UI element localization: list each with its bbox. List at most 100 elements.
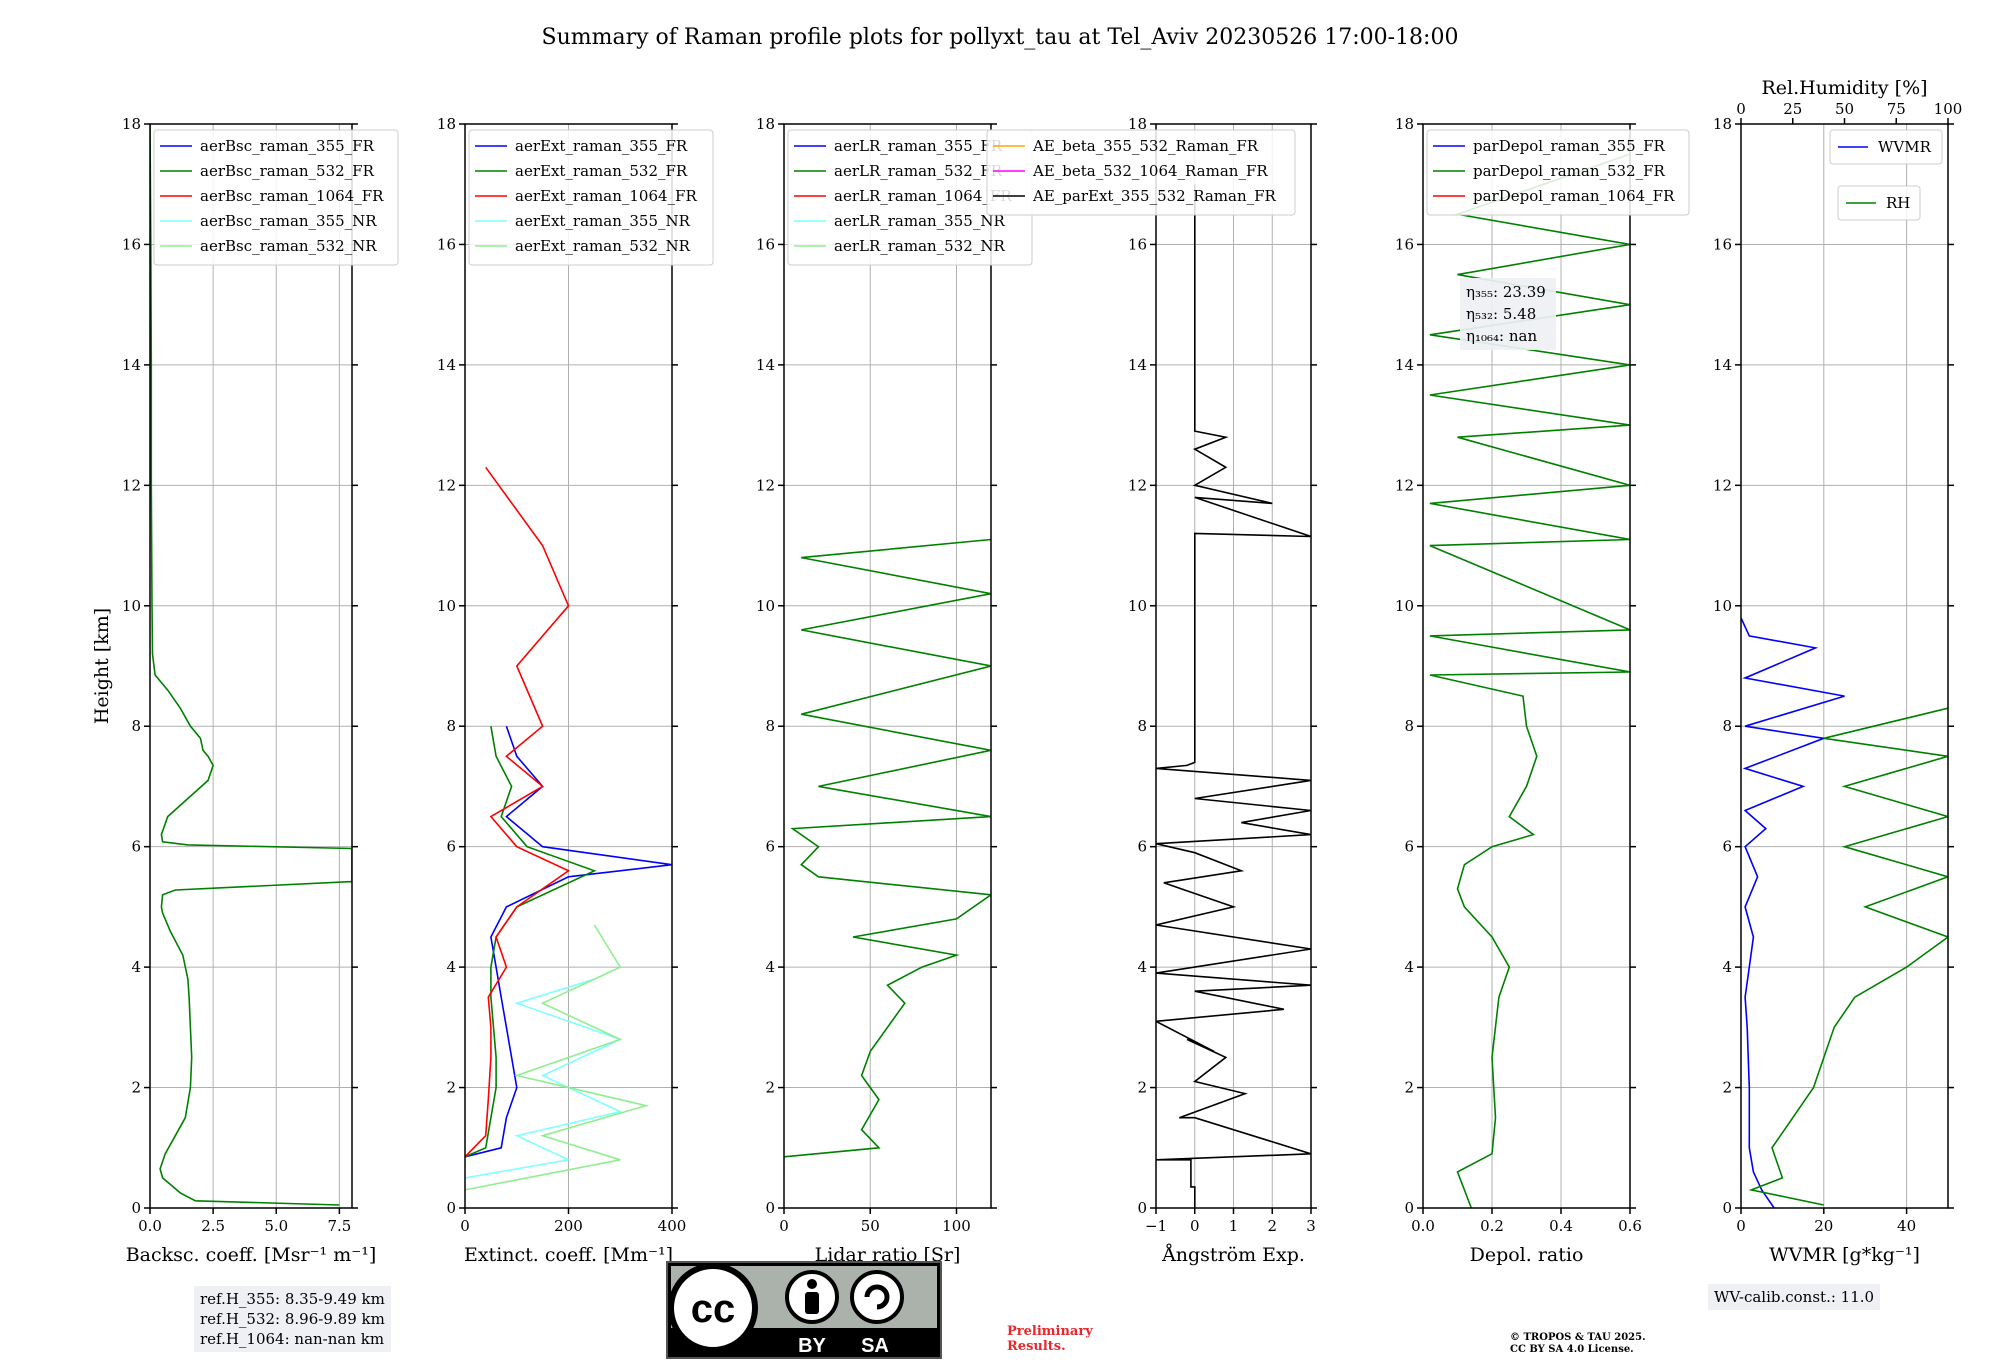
y-tick-label: 18 [756, 115, 775, 133]
series-line-5 [465, 924, 650, 1191]
legend-frame [986, 129, 1296, 216]
panel-5: 0 2 4 6 8 10 12 14 16 18 0.0 0.2 0.4 0.6 Depol. ratio p… [1395, 115, 1690, 1266]
y-tick-label: 4 [765, 958, 775, 976]
preliminary-note: Preliminary Results. [1007, 1324, 1093, 1354]
x-tick-label: 0.0 [138, 1217, 162, 1235]
legend-label: aerExt_raman_1064_FR [515, 187, 697, 205]
legend-label: aerExt_raman_355_NR [515, 212, 691, 230]
y-tick-label: 0 [446, 1199, 456, 1217]
y-tick-label: 0 [131, 1199, 141, 1217]
y-tick-label: 16 [756, 235, 775, 253]
y-tick-label: 10 [122, 597, 141, 615]
legend-label: aerBsc_raman_1064_FR [200, 187, 384, 205]
sa-arrow-icon [864, 1284, 890, 1310]
series-line-1 [1741, 617, 1845, 1208]
legend-frame [1829, 129, 1943, 165]
y-tick-label: 18 [437, 115, 456, 133]
x-tick-label: 0.6 [1618, 1217, 1642, 1235]
legend-label: AE_parExt_355_532_Raman_FR [1032, 187, 1277, 205]
y-tick-label: 16 [1713, 235, 1732, 253]
y-tick-label: 16 [437, 235, 456, 253]
eta-annotation: η₁₀₆₄: nan [1466, 327, 1537, 345]
series-line-2 [465, 726, 597, 1158]
top-x-tick-label: 50 [1835, 100, 1854, 118]
series-line-4 [465, 978, 623, 1179]
by-person-head [807, 1279, 817, 1289]
y-tick-label: 8 [1137, 717, 1147, 735]
y-tick-label: 16 [122, 235, 141, 253]
copyright-line-1: © TROPOS & TAU 2025. [1510, 1332, 1646, 1343]
copyright-line-2: CC BY SA 4.0 License. [1510, 1344, 1634, 1355]
y-tick-label: 6 [765, 838, 775, 856]
y-tick-label: 8 [131, 717, 141, 735]
y-tick-label: 14 [437, 356, 456, 374]
x-tick-label: 20 [1814, 1217, 1833, 1235]
legend-label: parDepol_raman_355_FR [1473, 137, 1666, 155]
legend: aerBsc_raman_355_FR aerBsc_raman_532_FRae… [153, 129, 399, 266]
y-tick-label: 10 [1395, 597, 1414, 615]
y-tick-label: 2 [1404, 1079, 1414, 1097]
legend-frame [1426, 129, 1690, 216]
reference-height-box: ref.H_355: 8.35-9.49 km ref.H_532: 8.96-… [194, 1286, 391, 1352]
wv-calib-box: WV-calib.const.: 11.0 [1708, 1284, 1881, 1310]
annotation-frame [1460, 278, 1556, 350]
y-tick-label: 14 [1713, 356, 1732, 374]
x-axis-label: WVMR [g*kg⁻¹] [1769, 1244, 1920, 1266]
legend-frame [468, 129, 714, 266]
y-tick-label: 6 [446, 838, 456, 856]
y-tick-label: 12 [1713, 476, 1732, 494]
legend: AE_beta_355_532_Raman_FR AE_beta_532_1064… [986, 129, 1296, 216]
legend: aerLR_raman_355_FR aerLR_raman_532_FR aerL… [787, 129, 1033, 266]
x-tick-label: 0 [779, 1217, 789, 1235]
sa-label: SA [861, 1335, 889, 1357]
legend-label: aerExt_raman_355_FR [515, 137, 688, 155]
y-tick-label: 4 [1722, 958, 1732, 976]
y-tick-label: 8 [1404, 717, 1414, 735]
legend-frame [153, 129, 399, 266]
copyright-note: © TROPOS & TAU 2025. CC BY SA 4.0 Licens… [1510, 1332, 1646, 1356]
y-tick-label: 2 [131, 1079, 141, 1097]
top-x-tick-label: 25 [1783, 100, 1802, 118]
top-x-tick-label: 0 [1736, 100, 1746, 118]
legend-wvmr: WVMR [1829, 129, 1943, 165]
x-axis-label: Lidar ratio [Sr] [815, 1244, 961, 1266]
x-axis-label: Ångström Exp. [1161, 1244, 1305, 1266]
y-tick-label: 14 [1128, 356, 1147, 374]
x-axis-label: Backsc. coeff. [Msr⁻¹ m⁻¹] [126, 1244, 377, 1266]
sa-share-icon [850, 1270, 904, 1324]
panel-3: 0 2 4 6 8 10 12 14 16 18 0 50 100 Lidar ratio [Sr] aer… [756, 115, 1033, 1266]
y-tick-label: 6 [1404, 838, 1414, 856]
legend-label: RH [1886, 194, 1910, 212]
series-line-1 [1429, 153, 1630, 1208]
y-tick-label: 0 [765, 1199, 775, 1217]
x-tick-label: 200 [554, 1217, 583, 1235]
legend-label: aerBsc_raman_355_FR [200, 137, 375, 155]
y-tick-label: 4 [446, 958, 456, 976]
y-tick-label: 10 [1713, 597, 1732, 615]
cc-label: cc [691, 1287, 736, 1331]
ref-height-1064: ref.H_1064: nan-nan km [200, 1330, 385, 1348]
y-tick-label: 16 [1128, 235, 1147, 253]
x-tick-label: 100 [942, 1217, 971, 1235]
series-line-3 [465, 466, 571, 1158]
cc-circle-icon [668, 1263, 758, 1353]
legend-label: aerBsc_raman_355_NR [200, 212, 377, 230]
x-tick-label: 40 [1897, 1217, 1916, 1235]
preliminary-line-2: Results. [1007, 1339, 1066, 1354]
x-tick-label: 0 [460, 1217, 470, 1235]
y-axis-label: Height [km] [91, 608, 113, 724]
y-tick-label: 18 [1395, 115, 1414, 133]
y-tick-label: 14 [756, 356, 775, 374]
x-axis-label: Depol. ratio [1470, 1244, 1584, 1266]
y-tick-label: 12 [122, 476, 141, 494]
series-line-1 [1156, 184, 1311, 1208]
legend-label: aerLR_raman_1064_FR [834, 187, 1012, 205]
y-tick-label: 12 [437, 476, 456, 494]
x-tick-label: 0.4 [1549, 1217, 1573, 1235]
y-tick-label: 14 [1395, 356, 1414, 374]
x-tick-label: 400 [658, 1217, 687, 1235]
panel-2: 0 2 4 6 8 10 12 14 16 18 0 200 400 Extinct. coeff. [M… [437, 115, 714, 1266]
x-tick-label: 0 [1736, 1217, 1746, 1235]
y-tick-label: 2 [765, 1079, 775, 1097]
